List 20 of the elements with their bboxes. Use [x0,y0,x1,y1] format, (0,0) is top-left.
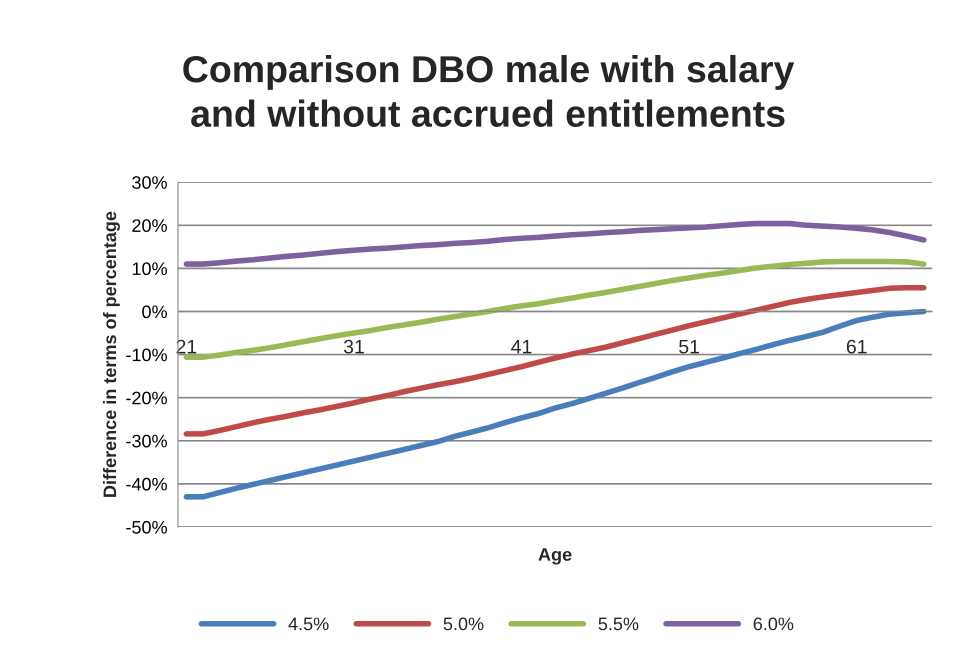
y-tick-label: 10% [132,262,167,276]
x-tick-label: 51 [679,340,699,354]
y-axis-title: Difference in terms of percentage [102,212,120,497]
y-tick-label: 0% [142,305,167,318]
y-tick-label: -40% [126,478,167,491]
legend-label: 4.5% [288,618,329,630]
x-tick-label: 61 [846,340,867,354]
y-tick-label: 30% [132,176,167,189]
y-tick-label: -10% [126,348,167,362]
x-tick-label: 41 [511,340,532,354]
y-tick-label: 20% [132,219,167,232]
legend-label: 5.5% [598,618,638,630]
chart-title: Comparison DBO male with salary and without accrued entitlements [183,54,794,127]
x-tick-label: 31 [344,340,364,354]
legend-label: 6.0% [754,617,794,630]
x-axis-title: Age [538,548,572,564]
y-tick-label: -20% [126,392,167,404]
y-tick-label: -50% [126,520,167,534]
legend-label: 5.0% [444,617,484,630]
y-tick-label: -30% [126,434,167,448]
